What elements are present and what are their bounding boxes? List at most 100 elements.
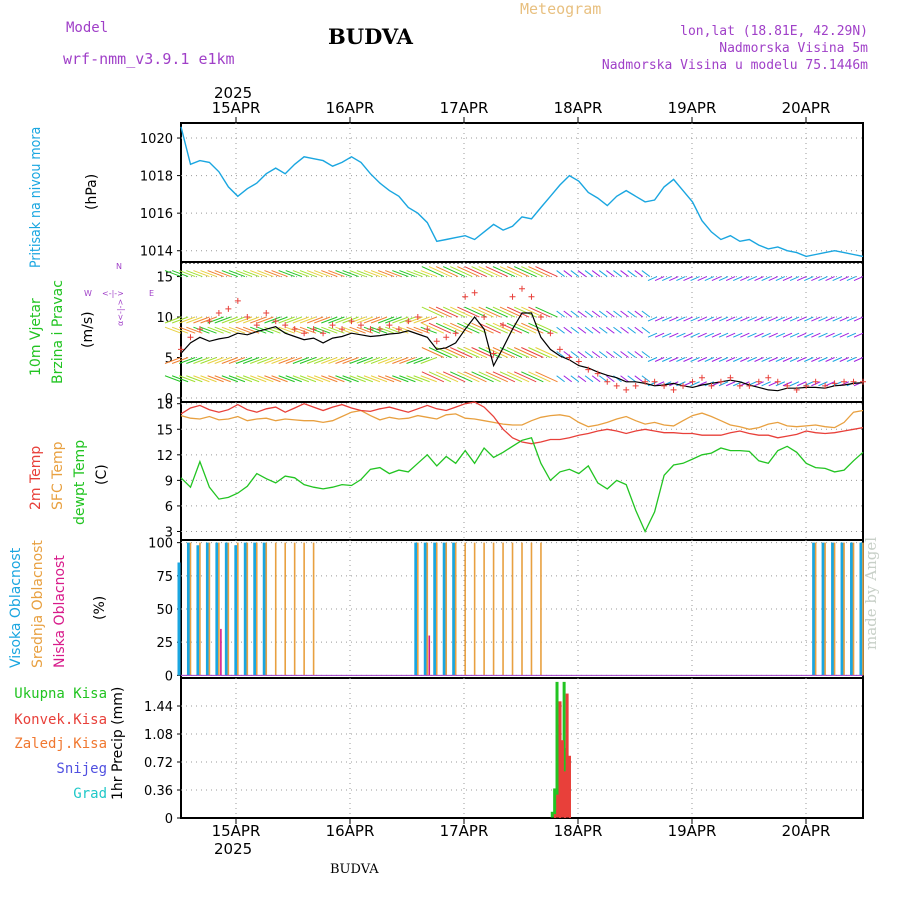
precip-legend-hail: Grad bbox=[73, 786, 107, 802]
year-top: 2025 bbox=[214, 84, 253, 102]
wind-barb bbox=[775, 381, 786, 387]
wind-barb bbox=[796, 357, 807, 362]
station-title: BUDVA bbox=[328, 24, 413, 49]
y-tick-label: 0 bbox=[165, 669, 173, 684]
wind-barb bbox=[435, 322, 459, 334]
wind-barb bbox=[747, 332, 757, 338]
wind-barb bbox=[385, 357, 402, 364]
y-tick-label: 3 bbox=[165, 525, 173, 540]
wind-barb bbox=[598, 326, 608, 334]
wind-barb bbox=[442, 306, 466, 318]
wind-barb bbox=[221, 326, 239, 334]
wind-barb bbox=[740, 357, 750, 362]
wind-barb bbox=[242, 357, 260, 364]
wind-barb bbox=[725, 276, 736, 282]
wind-barb bbox=[606, 270, 615, 277]
wind-barb bbox=[563, 326, 573, 334]
sfc-label: SFC Temp bbox=[50, 441, 66, 510]
wind-barb bbox=[528, 266, 551, 278]
wind-barb bbox=[570, 375, 580, 383]
wind-barb bbox=[647, 332, 658, 338]
temp2m-line bbox=[180, 401, 864, 445]
wind-barb bbox=[683, 332, 693, 338]
gust-marker bbox=[812, 378, 819, 385]
wind-barb bbox=[613, 326, 622, 334]
wind-barb bbox=[654, 316, 665, 322]
date-label-top: 20APR bbox=[782, 99, 831, 117]
wind-barb bbox=[535, 347, 558, 358]
wind-barb bbox=[647, 357, 658, 362]
panels-layer: 1014101610181020051015369121518025507510… bbox=[140, 99, 864, 840]
precip-bar bbox=[567, 755, 571, 818]
wind-barb bbox=[342, 326, 359, 334]
gust-marker bbox=[414, 314, 421, 321]
wind-barb bbox=[811, 276, 821, 282]
gust-marker bbox=[604, 378, 611, 385]
wind-barb bbox=[435, 266, 459, 278]
wind-barb bbox=[285, 375, 302, 383]
gust-marker bbox=[282, 322, 289, 329]
gust-marker bbox=[831, 380, 838, 387]
wind-barb bbox=[442, 322, 466, 334]
wind-barb bbox=[570, 326, 580, 334]
gust-marker bbox=[481, 314, 488, 321]
wind-barb bbox=[179, 375, 196, 383]
wind-barb bbox=[718, 316, 729, 322]
wind-barb bbox=[818, 357, 828, 362]
wind-barb bbox=[725, 332, 736, 338]
wind-barb bbox=[478, 306, 501, 318]
wind-barb bbox=[768, 276, 778, 282]
gust-marker bbox=[613, 382, 620, 389]
wind-barb bbox=[747, 276, 757, 282]
precip-bar bbox=[556, 794, 560, 818]
wind-barb bbox=[221, 357, 239, 364]
gust-marker bbox=[651, 378, 658, 385]
wind-barb bbox=[450, 347, 473, 358]
wind-barb bbox=[242, 375, 260, 383]
wind-barb bbox=[457, 306, 480, 318]
gust-marker bbox=[348, 318, 355, 325]
wind-barb bbox=[634, 326, 644, 334]
gust-marker bbox=[698, 374, 705, 381]
wind-barb bbox=[299, 375, 317, 383]
gust-marker bbox=[433, 338, 440, 345]
panel-frame bbox=[180, 677, 864, 819]
wind-barb bbox=[485, 322, 508, 334]
gust-marker bbox=[234, 297, 241, 304]
wind-barb bbox=[825, 316, 835, 322]
wind-barb bbox=[321, 357, 338, 364]
wind-barb bbox=[683, 357, 693, 362]
gust-marker bbox=[443, 334, 450, 341]
wind-barb bbox=[789, 316, 800, 322]
wind-barb bbox=[377, 316, 395, 324]
wind-barb bbox=[846, 276, 857, 282]
wind-barb bbox=[690, 276, 700, 282]
wind-barb bbox=[464, 371, 487, 383]
wind-barb bbox=[613, 270, 622, 277]
wind-barb bbox=[271, 357, 288, 364]
wind-barb bbox=[179, 316, 196, 324]
wind-barb bbox=[428, 266, 452, 278]
wind-barb bbox=[634, 310, 644, 318]
wind-barb bbox=[676, 276, 686, 282]
gust-marker bbox=[670, 386, 677, 393]
wind-barb bbox=[349, 270, 366, 278]
wind-barb bbox=[420, 326, 437, 334]
wind-barb bbox=[450, 266, 473, 278]
wind-barb bbox=[179, 357, 196, 364]
wind-barb bbox=[250, 270, 267, 278]
wind-barb bbox=[271, 375, 288, 383]
wind-barb bbox=[221, 316, 239, 324]
wind-barb bbox=[661, 316, 672, 322]
wind-barb bbox=[832, 276, 842, 282]
gust-marker bbox=[187, 334, 194, 341]
wind-barb bbox=[704, 276, 715, 282]
model-name: wrf-nmm_v3.9.1 e1km bbox=[63, 50, 235, 68]
date-label-top: 19APR bbox=[668, 99, 717, 117]
gust-marker bbox=[500, 322, 507, 329]
wind-barb bbox=[328, 270, 345, 278]
precip-legend-snow: Snijeg bbox=[56, 761, 107, 777]
wind-barb bbox=[435, 371, 459, 383]
wind-barb bbox=[179, 270, 196, 278]
wind-barb bbox=[634, 375, 644, 383]
